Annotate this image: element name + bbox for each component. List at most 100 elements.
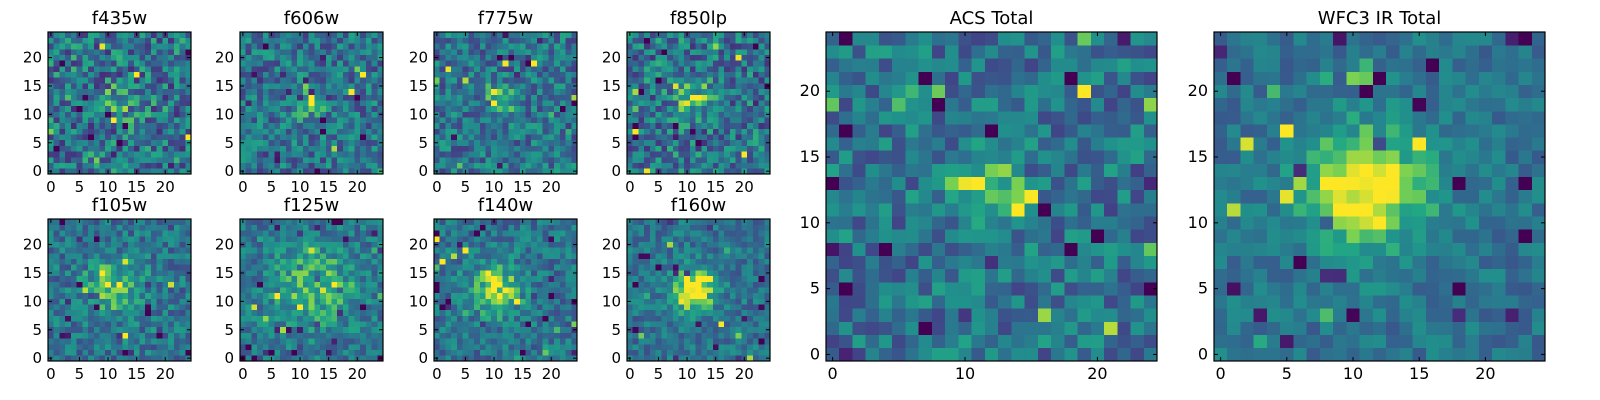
heatmap-cell [445, 156, 452, 163]
heatmap-cell [53, 43, 60, 50]
heatmap-cell [168, 134, 175, 141]
heatmap-cell [59, 298, 66, 305]
heatmap-cell [70, 134, 77, 141]
heatmap-cell [474, 43, 481, 50]
heatmap-cell [99, 145, 106, 152]
y-tick-label: 0 [224, 162, 234, 180]
heatmap-cell [82, 139, 89, 146]
heatmap-cell [632, 298, 639, 305]
heatmap-cell [76, 37, 83, 44]
heatmap-cell [661, 292, 668, 299]
heatmap-cell [689, 332, 696, 339]
heatmap-cell [439, 224, 446, 231]
heatmap-cell [331, 32, 338, 38]
heatmap-cell [325, 71, 332, 78]
heatmap-cell [531, 247, 538, 254]
heatmap-cell [145, 43, 152, 50]
heatmap-cell [496, 264, 503, 271]
heatmap-cell [554, 264, 561, 271]
heatmap-cell [99, 241, 106, 248]
heatmap-cell [59, 111, 66, 118]
heatmap-cell [661, 309, 668, 316]
heatmap-cell [168, 100, 175, 107]
heatmap-cell [559, 281, 566, 288]
heatmap-cell [162, 309, 169, 316]
heatmap-cell [291, 156, 298, 163]
heatmap-cell [314, 332, 321, 339]
heatmap-cell [672, 292, 679, 299]
heatmap-cell [474, 105, 481, 112]
heatmap-cell [519, 264, 526, 271]
heatmap-cell [99, 66, 106, 73]
heatmap-cell [116, 224, 123, 231]
heatmap-cell [133, 338, 140, 345]
heatmap-cell [185, 253, 192, 260]
heatmap-cell [173, 145, 180, 152]
heatmap-cell [179, 275, 186, 282]
heatmap-cell [337, 292, 344, 299]
heatmap-cell [331, 122, 338, 129]
heatmap-cell [156, 156, 163, 163]
heatmap-cell [474, 139, 481, 146]
heatmap-cell [274, 60, 281, 67]
heatmap-cell [701, 128, 708, 135]
heatmap-cell [627, 332, 634, 339]
heatmap-cell [139, 281, 146, 288]
heatmap-cell [508, 332, 515, 339]
heatmap-cell [632, 128, 639, 135]
heatmap-cell [268, 236, 275, 243]
y-tick-label: 10 [409, 105, 428, 123]
heatmap-cell [655, 145, 662, 152]
heatmap-cell [434, 128, 441, 135]
heatmap-cell [479, 77, 486, 84]
heatmap-cell [245, 37, 252, 44]
heatmap-cell [245, 315, 252, 322]
heatmap-cell [320, 122, 327, 129]
heatmap-cell [747, 88, 754, 95]
heatmap-cell [496, 292, 503, 299]
heatmap-cell [649, 145, 656, 152]
heatmap-cell [571, 117, 578, 124]
heatmap-cell [644, 304, 651, 311]
heatmap-cell [474, 77, 481, 84]
heatmap-cell [308, 60, 315, 67]
heatmap-cell [240, 49, 247, 56]
heatmap-cell [519, 83, 526, 90]
heatmap-cell [559, 326, 566, 333]
heatmap-cell [150, 54, 157, 61]
heatmap-cell [747, 304, 754, 311]
heatmap-cell [514, 156, 521, 163]
heatmap-cell [451, 94, 458, 101]
heatmap-cell [445, 37, 452, 44]
heatmap-cell [162, 60, 169, 67]
heatmap-cell [684, 94, 691, 101]
heatmap-cell [308, 224, 315, 231]
heatmap-cell [689, 88, 696, 95]
heatmap-cell [445, 349, 452, 356]
heatmap-cell [320, 145, 327, 152]
heatmap-cell [82, 292, 89, 299]
heatmap-cell [59, 355, 66, 362]
heatmap-cell [88, 32, 95, 38]
heatmap-cell [291, 304, 298, 311]
heatmap-cell [65, 168, 72, 175]
heatmap-cell [371, 258, 378, 265]
heatmap-cell [65, 343, 72, 350]
heatmap-cell [439, 32, 446, 38]
heatmap-cell [752, 309, 759, 316]
heatmap-cell [491, 156, 498, 163]
heatmap-cell [128, 332, 135, 339]
heatmap-cell [638, 355, 645, 362]
heatmap-cell [308, 355, 315, 362]
heatmap-cell [571, 349, 578, 356]
heatmap-cell [377, 60, 384, 67]
heatmap-cell [468, 168, 475, 175]
heatmap-cell [116, 128, 123, 135]
heatmap-cell [439, 332, 446, 339]
heatmap-cell [297, 77, 304, 84]
heatmap-cell [93, 49, 100, 56]
heatmap-cell [168, 315, 175, 322]
heatmap-cell [285, 264, 292, 271]
heatmap-cell [695, 105, 702, 112]
heatmap-cell [48, 281, 55, 288]
